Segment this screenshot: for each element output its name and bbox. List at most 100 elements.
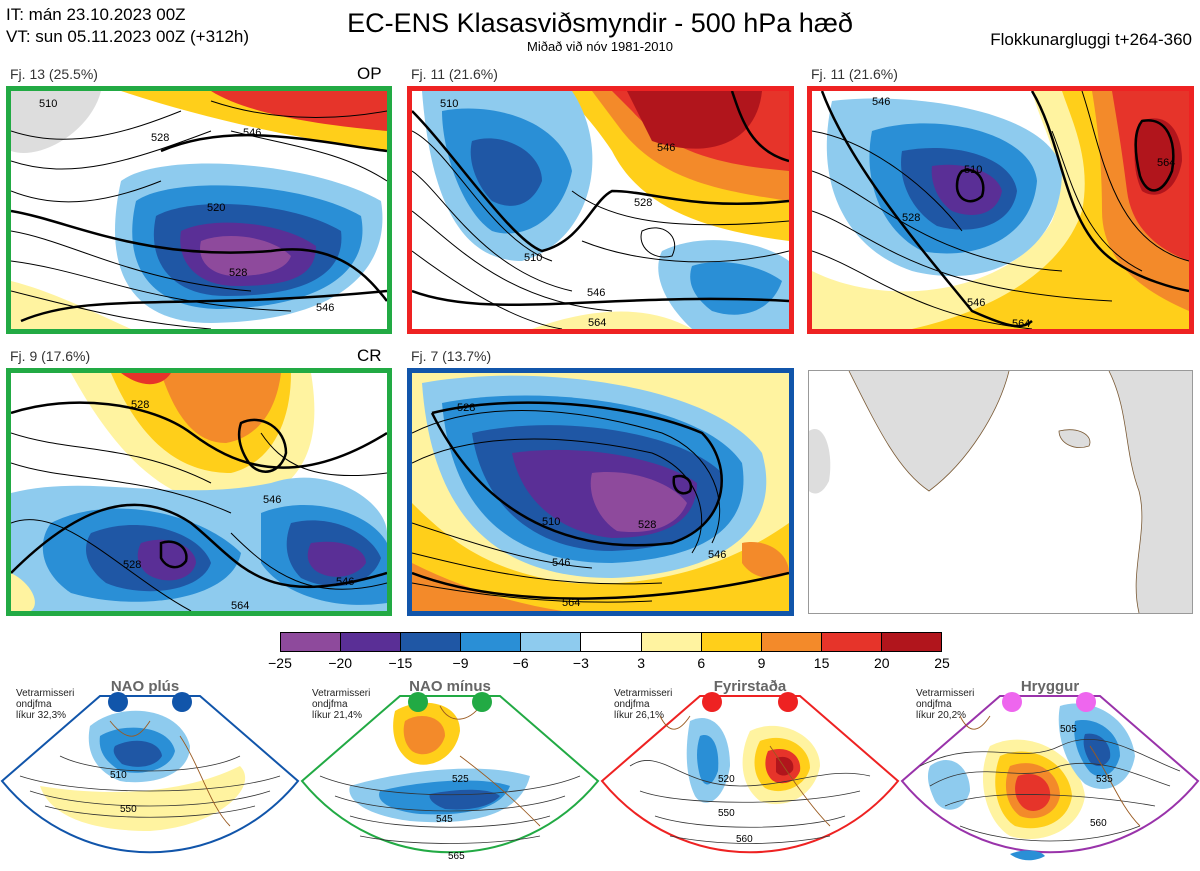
cluster-label-3: Fj. 11 (21.6%): [811, 66, 898, 82]
cluster-map-5: 528 510 528 546 546 564: [407, 368, 794, 616]
page-subtitle: Miðað við nóv 1981-2010: [527, 39, 673, 54]
cluster-label-4: Fj. 9 (17.6%): [10, 348, 91, 364]
contour-label: 528: [638, 519, 656, 531]
colorbar-swatch: [881, 633, 942, 651]
land-greenland: [849, 371, 1009, 491]
contour-label: 546: [263, 494, 281, 506]
contour-label: 510: [542, 516, 560, 528]
colorbar-swatch: [761, 633, 822, 651]
contour-label: 564: [588, 317, 606, 329]
regime-title: NAO mínus: [409, 678, 491, 695]
colorbar-tick: −3: [572, 655, 589, 671]
contour-label: 528: [123, 559, 141, 571]
contour-label: 550: [120, 804, 137, 815]
colorbar-swatch: [341, 633, 402, 651]
contour-label: 564: [562, 597, 580, 609]
contour-label: 528: [151, 132, 169, 144]
cluster-map-4: 528 546 528 546 564: [6, 368, 392, 616]
colorbar-tick: 9: [757, 655, 766, 671]
colorbar-swatch: [821, 633, 882, 651]
colorbar-swatch: [461, 633, 522, 651]
contour-label: 565: [448, 851, 465, 862]
regime-title: NAO plús: [110, 678, 180, 695]
contour-label: 564: [231, 600, 249, 611]
colorbar-tick: −6: [512, 655, 529, 671]
contour-label: 525: [452, 774, 469, 785]
contour-label: 550: [718, 808, 735, 819]
contour-label: 520: [718, 774, 735, 785]
init-time: IT: mán 23.10.2023 00Z: [6, 5, 186, 24]
land-greenland: [11, 91, 101, 153]
contour-label: 510: [964, 164, 982, 176]
colorbar-swatch: [401, 633, 462, 651]
contour-label: 535: [1096, 774, 1113, 785]
contour-label: 528: [902, 212, 920, 224]
basemap-panel: [808, 370, 1193, 614]
contour-label: 510: [39, 98, 57, 110]
colorbar-swatch: [641, 633, 702, 651]
regime-row: Vetrarmisseri ondjfma líkur 32,3% NAO plús…: [0, 676, 1200, 871]
regime-note: Vetrarmisseri ondjfma líkur 32,3%: [16, 688, 75, 721]
contour-label: 546: [243, 127, 261, 139]
regime-title: Fyrirstaða: [713, 678, 787, 695]
contour-label: 546: [708, 549, 726, 561]
cluster-label-2: Fj. 11 (21.6%): [411, 66, 498, 82]
colorbar-tick: −25: [268, 655, 292, 671]
colorbar-tick: 25: [934, 655, 950, 671]
colorbar-ticks: −25 −20 −15 −9 −6 −3 3 6 9 15 20 25: [268, 655, 950, 675]
colorbar-swatch: [701, 633, 762, 651]
contour-label: 546: [967, 297, 985, 309]
land-canada: [809, 429, 831, 494]
colorbar-tick: −20: [328, 655, 353, 671]
contour-label: 546: [657, 142, 675, 154]
regime-note: Vetrarmisseri ondjfma líkur 20,2%: [916, 688, 975, 721]
cluster-map-3: 546 510 528 564 546 564: [807, 86, 1194, 334]
colorbar-tick: −9: [452, 655, 469, 671]
contour-label: 528: [229, 267, 247, 279]
contour-label: 546: [587, 287, 605, 299]
contour-label: 546: [316, 302, 334, 314]
regime-title: Hryggur: [1020, 678, 1080, 695]
contour-label: 510: [524, 252, 542, 264]
contour-label: 528: [131, 399, 149, 411]
colorbar-tick: −15: [388, 655, 413, 671]
colorbar-swatch: [521, 633, 582, 651]
cluster-window: Flokkunargluggi t+264-360: [990, 30, 1192, 49]
contour-label: 510: [110, 770, 127, 781]
contour-label: 505: [1060, 724, 1077, 735]
regime-ridge: Vetrarmisseri ondjfma líkur 20,2% Hryggur: [900, 676, 1200, 871]
cluster-map-2: 510 546 528 510 546 564: [407, 86, 794, 334]
contour-label: 546: [872, 96, 890, 108]
cluster-label-1: Fj. 13 (25.5%): [10, 66, 98, 82]
contour-label: 564: [1157, 157, 1175, 169]
contour-label: 520: [207, 202, 225, 214]
contour-label: 546: [552, 557, 570, 569]
cluster-tag-1: OP: [357, 64, 382, 83]
contour-label: 528: [457, 402, 475, 414]
page-title: EC-ENS Klasasviðsmyndir - 500 hPa hæð: [347, 8, 853, 38]
contour-label: 560: [1090, 818, 1107, 829]
regime-nao-minus: Vetrarmisseri ondjfma líkur 21,4% NAO mínu…: [300, 676, 600, 871]
colorbar-tick: 6: [697, 655, 706, 671]
colorbar-swatch: [581, 633, 642, 651]
contour-label: 560: [736, 834, 753, 845]
contour-label: 546: [336, 576, 354, 588]
valid-time: VT: sun 05.11.2023 00Z (+312h): [6, 27, 250, 46]
land-europe: [1109, 371, 1192, 613]
colorbar-swatch: [281, 633, 342, 651]
land-iceland: [1059, 429, 1090, 448]
regime-nao-plus: Vetrarmisseri ondjfma líkur 32,3% NAO plús…: [0, 676, 300, 871]
contour-label: 510: [440, 98, 458, 110]
cluster-map-1: 510 546 528 520 528 546: [6, 86, 392, 334]
contour-label: 564: [1012, 318, 1030, 329]
header-times: IT: mán 23.10.2023 00Z VT: sun 05.11.202…: [6, 4, 249, 48]
colorbar-tick: 20: [874, 655, 890, 671]
anomaly-positive-core: [211, 91, 387, 131]
regime-blocking: Vetrarmisseri ondjfma líkur 26,1% Fyrirsta…: [600, 676, 900, 871]
cluster-label-5: Fj. 7 (13.7%): [411, 348, 492, 364]
colorbar: [280, 632, 942, 652]
cluster-tag-4: CR: [357, 346, 382, 365]
colorbar-tick: 3: [637, 655, 645, 671]
contour-label: 545: [436, 814, 453, 825]
regime-note: Vetrarmisseri ondjfma líkur 21,4%: [312, 688, 371, 721]
